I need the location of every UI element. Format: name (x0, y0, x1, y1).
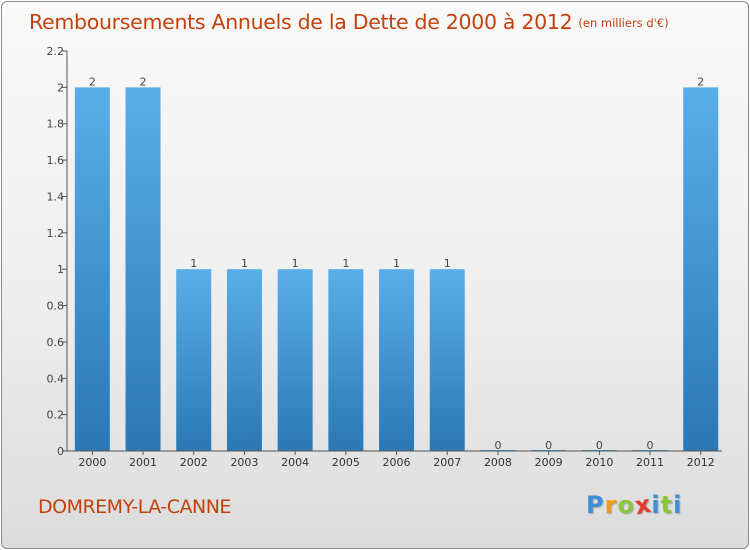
data-label: 1 (393, 257, 400, 270)
bar (125, 87, 161, 451)
y-tick-label: 2 (57, 81, 64, 94)
bar (226, 269, 262, 451)
y-tick-label: 2.2 (47, 45, 65, 58)
bar (277, 269, 313, 451)
x-tick-label: 2002 (180, 456, 208, 469)
data-label: 1 (342, 257, 349, 270)
y-tick-label: 0.6 (47, 336, 65, 349)
data-label: 0 (545, 439, 552, 452)
data-label: 0 (596, 439, 603, 452)
y-tick-label: 1.2 (47, 227, 65, 240)
bar (74, 87, 110, 451)
data-label: 1 (190, 257, 197, 270)
logo-letter: r (604, 491, 618, 519)
data-label: 2 (697, 75, 704, 88)
y-tick-label: 1.4 (47, 190, 65, 203)
y-tick-label: 0.4 (47, 372, 65, 385)
x-tick-label: 2012 (687, 456, 715, 469)
y-tick-label: 0.8 (47, 300, 65, 313)
x-tick-label: 2005 (332, 456, 360, 469)
logo-letter: P (586, 491, 605, 519)
x-tick-label: 2004 (281, 456, 309, 469)
bar (683, 87, 719, 451)
bar (328, 269, 364, 451)
logo-letter: i (651, 491, 661, 519)
proxiti-logo: Proxiti (586, 490, 683, 520)
data-label: 1 (241, 257, 248, 270)
x-tick-label: 2006 (383, 456, 411, 469)
x-tick-label: 2003 (230, 456, 258, 469)
x-tick-label: 2001 (129, 456, 157, 469)
y-tick-label: 1 (57, 263, 64, 276)
bar (176, 269, 212, 451)
x-tick-label: 2007 (433, 456, 461, 469)
y-tick-label: 0.2 (47, 409, 65, 422)
bar (379, 269, 415, 451)
y-tick-label: 1.6 (47, 154, 65, 167)
x-tick-label: 2010 (585, 456, 613, 469)
data-label: 2 (140, 75, 147, 88)
x-tick-label: 2000 (78, 456, 106, 469)
logo-letter: i (673, 491, 683, 519)
chart-title: Remboursements Annuels de la Dette de 20… (29, 10, 669, 34)
chart-unit: (en milliers d'€) (578, 16, 669, 30)
y-tick-label: 0 (57, 445, 64, 458)
data-label: 1 (444, 257, 451, 270)
bar (429, 269, 465, 451)
chart-title-text: Remboursements Annuels de la Dette de 20… (29, 10, 573, 34)
logo-letter: t (660, 491, 674, 519)
data-label: 0 (494, 439, 501, 452)
x-tick-label: 2009 (535, 456, 563, 469)
commune-name: DOMREMY-LA-CANNE (38, 496, 231, 518)
data-label: 2 (89, 75, 96, 88)
logo-letter: o (617, 491, 635, 519)
data-label: 1 (292, 257, 299, 270)
y-tick-label: 1.8 (47, 118, 65, 131)
x-tick-label: 2011 (636, 456, 664, 469)
data-label: 0 (647, 439, 654, 452)
x-tick-label: 2008 (484, 456, 512, 469)
